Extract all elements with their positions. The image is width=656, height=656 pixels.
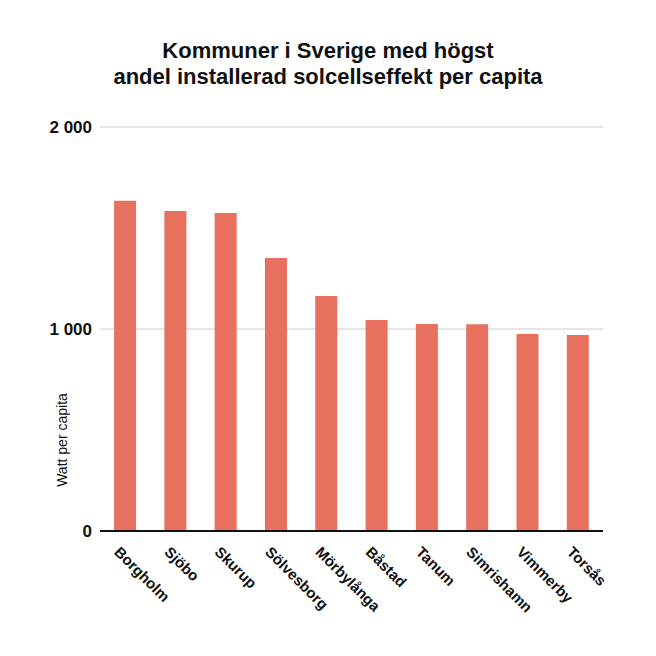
svg-text:2 000: 2 000 xyxy=(49,118,92,137)
svg-text:0: 0 xyxy=(83,522,92,541)
svg-text:Torsås: Torsås xyxy=(564,543,610,589)
svg-text:1 000: 1 000 xyxy=(49,320,92,339)
svg-text:Sjöbo: Sjöbo xyxy=(161,543,202,584)
svg-text:Tanum: Tanum xyxy=(413,543,459,589)
svg-text:Vimmerby: Vimmerby xyxy=(513,543,577,607)
svg-text:Båstad: Båstad xyxy=(363,543,410,590)
svg-text:Skurup: Skurup xyxy=(212,543,261,592)
svg-text:Borgholm: Borgholm xyxy=(111,543,174,606)
html-text:Watt per capita: Watt per capita xyxy=(54,393,70,487)
svg-text:Sölvesborg: Sölvesborg xyxy=(262,543,332,613)
svg-text:Mörbylånga: Mörbylånga xyxy=(312,543,384,615)
svg-text:Simrishamn: Simrishamn xyxy=(463,543,536,616)
html-text:Kommuner i Sverige med högst a: Kommuner i Sverige med högst andel insta… xyxy=(113,38,543,89)
